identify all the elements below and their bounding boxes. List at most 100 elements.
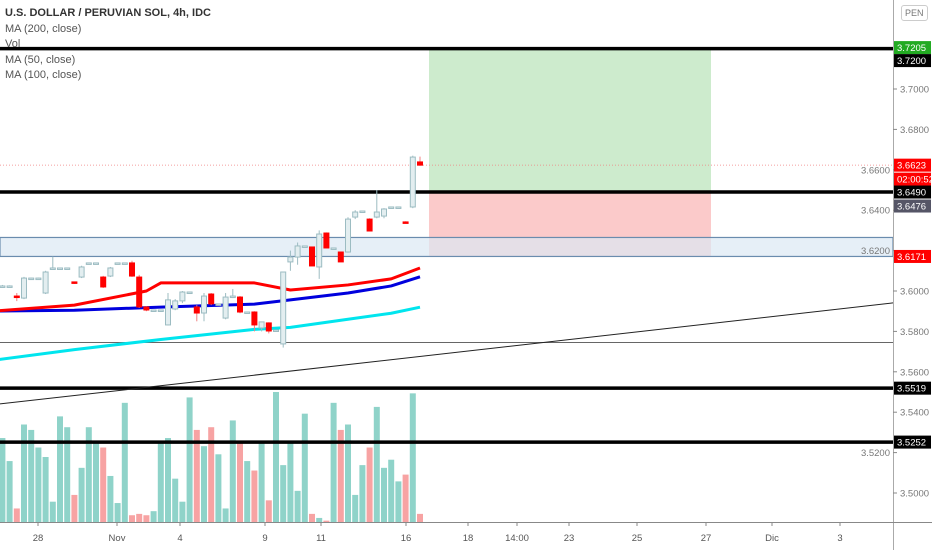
countdown-label: 02:00:52 [894,172,932,186]
candle-body [409,156,416,208]
level-price-label: 3.5519 [894,381,931,395]
volume-bar [352,494,359,522]
candle-body [193,306,200,314]
level-price-label-bg [894,54,931,68]
volume-bar [222,508,229,522]
candle-up [165,293,171,326]
candle-down [193,305,200,322]
candle-down [366,218,373,232]
level-price-label-text: 3.5252 [897,438,926,449]
candle-down [71,281,78,284]
candle-up [301,245,308,248]
candle-up [179,291,186,304]
volume-bar [330,402,337,522]
price-tick-label: 3.5400 [900,408,929,419]
candle-up [352,210,359,220]
indicator-vol[interactable]: Vol [5,38,21,50]
volume-bar [107,475,114,522]
candle-up [273,329,279,332]
volume-bar [6,461,13,522]
volume-bar [345,424,351,522]
volume-bar [395,481,402,522]
volume-bar [323,520,330,522]
candle-up [107,266,114,278]
candle-up [93,262,99,265]
candle-body [366,218,373,232]
candle-body [57,267,63,270]
candle-down [251,311,258,332]
candle-up [330,247,337,250]
volume-bar [301,413,308,522]
indicator-ma200[interactable]: MA (200, close) [5,22,82,35]
volume-bar [265,500,272,522]
volume-bar [294,490,301,522]
price-tick-label: 3.6400 [861,206,890,217]
currency-button[interactable]: PEN [901,5,928,21]
candle-body [150,309,157,312]
candle-body [265,322,272,332]
symbol-title[interactable]: U.S. DOLLAR / PERUVIAN SOL, 4h, IDC [5,7,211,19]
candle-up [201,293,207,322]
candle-down [208,293,215,306]
candle-up [49,256,56,270]
volume-bar [179,501,186,522]
volume-bar [337,429,344,522]
indicator-ma50[interactable]: MA (50, close) [5,53,76,66]
volume-bar [129,515,135,522]
target-price-label-bg [894,41,931,55]
price-tick-label: 3.6200 [861,246,890,257]
volume-bar [287,443,294,522]
candle-body [345,218,351,253]
mark-price-label: 3.6476 [894,199,931,213]
candle-up [395,206,402,209]
volume-bar [273,392,279,522]
candle-down [402,221,409,224]
candle-body [13,295,20,299]
candle-body [186,291,193,295]
volume-bar [215,454,222,522]
candle-body [359,210,366,214]
candle-body [273,329,279,332]
price-tick-label: 3.5600 [900,367,929,378]
volume-bar [157,443,164,522]
volume-bar [251,470,258,522]
price-tick-label: 3.6600 [861,165,890,176]
volume-bar [208,427,215,522]
countdown-label-bg [894,172,931,186]
level-price-label-text: 3.7200 [897,56,926,67]
candle-body [6,285,13,288]
price-tick-label: 3.6800 [900,125,929,136]
price-tick-label: 3.5800 [900,327,929,338]
time-tick-label: 23 [564,533,575,544]
candle-body [165,299,171,326]
volume-bar [244,461,251,522]
candle-body [309,246,315,267]
candle-body [129,262,135,277]
candle-body [301,245,308,248]
volume-bar [373,406,380,522]
ma200-line [0,305,421,361]
volume-bar [417,513,423,522]
candle-body [330,247,337,250]
time-tick-label: 25 [632,533,643,544]
volume-bar [237,440,243,522]
candle-up [6,285,13,288]
last-price-label-bg [894,158,931,172]
entry-price-label-bg [894,185,931,199]
candle-up [78,265,85,279]
candle-down [309,246,315,267]
volume-bar [359,465,366,522]
indicator-ma100[interactable]: MA (100, close) [5,69,82,81]
last-price-label-text: 3.6623 [897,161,926,172]
volume-bar [121,402,128,522]
candle-body [237,296,243,313]
candle-down [143,306,150,312]
entry-price-label: 3.6490 [894,185,931,199]
stop-price-label-text: 3.6171 [897,252,926,263]
volume-bar [71,494,78,522]
volume-bar [316,517,323,522]
candle-body [258,321,265,329]
candle-body [381,208,387,217]
candle-body [337,251,344,263]
